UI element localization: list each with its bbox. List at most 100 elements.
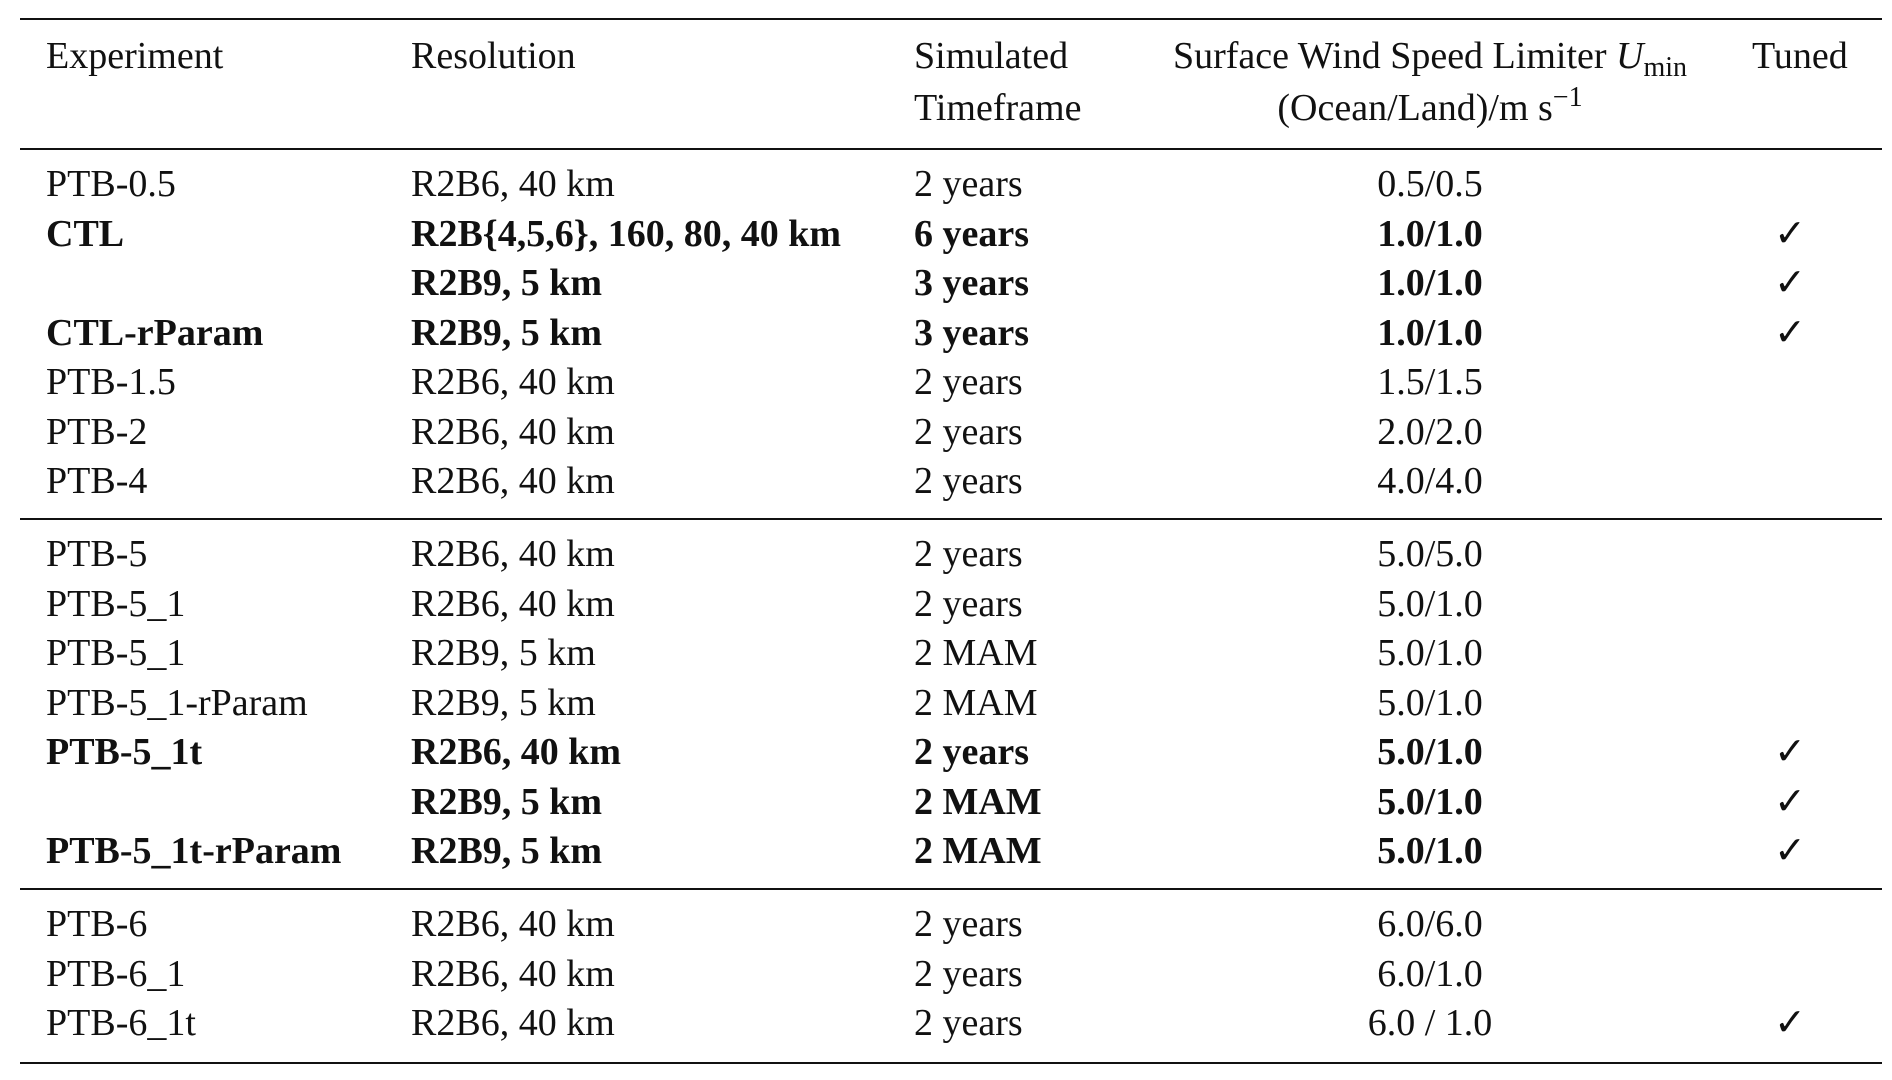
cell-timeframe: 2 MAM bbox=[914, 632, 1038, 674]
table-row: R2B9, 5 km 2 MAM 5.0/1.0 ✓ bbox=[20, 778, 1882, 827]
cell-resolution: R2B6, 40 km bbox=[411, 953, 615, 995]
cell-timeframe: 2 years bbox=[914, 460, 1023, 502]
cell-timeframe: 2 MAM bbox=[914, 830, 1042, 872]
table-row: PTB-5_1t R2B6, 40 km 2 years 5.0/1.0 ✓ bbox=[20, 728, 1882, 777]
table-row: PTB-5_1 R2B9, 5 km 2 MAM 5.0/1.0 bbox=[20, 629, 1882, 678]
cell-wind-limiter: 6.0 / 1.0 bbox=[1367, 1002, 1493, 1044]
cell-experiment: PTB-5_1 bbox=[46, 632, 186, 674]
cell-timeframe: 6 years bbox=[914, 213, 1030, 255]
group-separator-2 bbox=[20, 888, 1882, 890]
cell-wind-limiter: 6.0/1.0 bbox=[1377, 953, 1483, 995]
cell-resolution: R2B9, 5 km bbox=[411, 312, 603, 354]
header-limiter-superscript: −1 bbox=[1552, 82, 1583, 113]
cell-timeframe: 2 MAM bbox=[914, 781, 1042, 823]
checkmark-icon: ✓ bbox=[1774, 731, 1806, 773]
cell-resolution: R2B6, 40 km bbox=[411, 731, 622, 773]
cell-timeframe: 2 years bbox=[914, 361, 1023, 403]
header-timeframe: Simulated Timeframe bbox=[914, 30, 1081, 134]
cell-experiment: CTL-rParam bbox=[46, 312, 264, 354]
table-row: PTB-6 R2B6, 40 km 2 years 6.0/6.0 bbox=[20, 900, 1882, 949]
table-row: PTB-5_1 R2B6, 40 km 2 years 5.0/1.0 bbox=[20, 580, 1882, 629]
header-rule bbox=[20, 148, 1882, 150]
table-row: PTB-5_1-rParam R2B9, 5 km 2 MAM 5.0/1.0 bbox=[20, 679, 1882, 728]
cell-experiment: PTB-6 bbox=[46, 903, 148, 945]
cell-wind-limiter: 5.0/1.0 bbox=[1377, 781, 1483, 823]
table-row: PTB-5 R2B6, 40 km 2 years 5.0/5.0 bbox=[20, 530, 1882, 579]
cell-wind-limiter: 1.0/1.0 bbox=[1377, 262, 1483, 304]
table-row: PTB-6_1t R2B6, 40 km 2 years 6.0 / 1.0 ✓ bbox=[20, 999, 1882, 1048]
table-bottom-rule bbox=[20, 1062, 1882, 1064]
cell-wind-limiter: 5.0/1.0 bbox=[1377, 731, 1483, 773]
cell-wind-limiter: 6.0/6.0 bbox=[1377, 903, 1483, 945]
header-tuned: Tuned bbox=[1752, 35, 1848, 77]
cell-wind-limiter: 4.0/4.0 bbox=[1377, 460, 1483, 502]
header-limiter-subscript: min bbox=[1643, 52, 1688, 83]
table-row: CTL-rParam R2B9, 5 km 3 years 1.0/1.0 ✓ bbox=[20, 309, 1882, 358]
header-limiter-symbol: U bbox=[1616, 35, 1644, 77]
cell-wind-limiter: 5.0/1.0 bbox=[1377, 830, 1483, 872]
cell-resolution: R2B6, 40 km bbox=[411, 1002, 615, 1044]
cell-resolution: R2B9, 5 km bbox=[411, 262, 603, 304]
checkmark-icon: ✓ bbox=[1774, 1002, 1806, 1044]
cell-experiment: PTB-5_1t bbox=[46, 731, 203, 773]
cell-resolution: R2B9, 5 km bbox=[411, 682, 596, 724]
cell-wind-limiter: 2.0/2.0 bbox=[1377, 411, 1483, 453]
cell-experiment: PTB-6_1t bbox=[46, 1002, 196, 1044]
cell-experiment: PTB-5 bbox=[46, 533, 148, 575]
cell-experiment: PTB-6_1 bbox=[46, 953, 186, 995]
cell-timeframe: 2 years bbox=[914, 163, 1023, 205]
cell-resolution: R2B6, 40 km bbox=[411, 460, 615, 502]
cell-resolution: R2B6, 40 km bbox=[411, 361, 615, 403]
checkmark-icon: ✓ bbox=[1774, 262, 1806, 304]
group-separator-1 bbox=[20, 518, 1882, 520]
header-resolution: Resolution bbox=[411, 35, 576, 77]
header-limiter-text: Surface Wind Speed Limiter bbox=[1172, 35, 1617, 77]
cell-timeframe: 2 years bbox=[914, 903, 1023, 945]
cell-experiment: PTB-1.5 bbox=[46, 361, 176, 403]
table-row: PTB-5_1t-rParam R2B9, 5 km 2 MAM 5.0/1.0 ✓ bbox=[20, 827, 1882, 876]
cell-resolution: R2B6, 40 km bbox=[411, 903, 615, 945]
checkmark-icon: ✓ bbox=[1774, 312, 1806, 354]
table-top-rule bbox=[20, 18, 1882, 20]
cell-timeframe: 2 years bbox=[914, 411, 1023, 453]
cell-resolution: R2B9, 5 km bbox=[411, 781, 603, 823]
cell-wind-limiter: 5.0/1.0 bbox=[1377, 632, 1483, 674]
cell-resolution: R2B6, 40 km bbox=[411, 583, 615, 625]
cell-wind-limiter: 5.0/1.0 bbox=[1377, 682, 1483, 724]
header-experiment: Experiment bbox=[46, 35, 224, 77]
cell-experiment: PTB-5_1t-rParam bbox=[46, 830, 342, 872]
cell-timeframe: 2 years bbox=[914, 731, 1030, 773]
cell-timeframe: 3 years bbox=[914, 312, 1030, 354]
cell-resolution: R2B6, 40 km bbox=[411, 533, 615, 575]
cell-resolution: R2B9, 5 km bbox=[411, 830, 603, 872]
cell-resolution: R2B{4,5,6}, 160, 80, 40 km bbox=[411, 213, 842, 255]
cell-timeframe: 2 years bbox=[914, 1002, 1023, 1044]
cell-resolution: R2B6, 40 km bbox=[411, 411, 615, 453]
cell-experiment: CTL bbox=[46, 213, 125, 255]
table-row: PTB-0.5 R2B6, 40 km 2 years 0.5/0.5 bbox=[20, 160, 1882, 209]
cell-timeframe: 2 years bbox=[914, 583, 1023, 625]
cell-wind-limiter: 1.0/1.0 bbox=[1377, 312, 1483, 354]
cell-timeframe: 2 years bbox=[914, 533, 1023, 575]
cell-experiment: PTB-5_1-rParam bbox=[46, 682, 308, 724]
cell-timeframe: 2 years bbox=[914, 953, 1023, 995]
cell-wind-limiter: 1.5/1.5 bbox=[1377, 361, 1483, 403]
cell-wind-limiter: 0.5/0.5 bbox=[1377, 163, 1483, 205]
table-row: R2B9, 5 km 3 years 1.0/1.0 ✓ bbox=[20, 259, 1882, 308]
header-timeframe-line1: Simulated bbox=[914, 35, 1069, 77]
cell-wind-limiter: 5.0/1.0 bbox=[1377, 583, 1483, 625]
header-wind-limiter: Surface Wind Speed Limiter Umin (Ocean/L… bbox=[1140, 30, 1720, 134]
cell-experiment: PTB-4 bbox=[46, 460, 148, 502]
checkmark-icon: ✓ bbox=[1774, 830, 1806, 872]
cell-resolution: R2B6, 40 km bbox=[411, 163, 615, 205]
cell-wind-limiter: 1.0/1.0 bbox=[1377, 213, 1483, 255]
table-row: CTL R2B{4,5,6}, 160, 80, 40 km 6 years 1.0/… bbox=[20, 210, 1882, 259]
checkmark-icon: ✓ bbox=[1774, 213, 1806, 255]
header-limiter-units: (Ocean/Land)/m s bbox=[1277, 87, 1553, 129]
table-row: PTB-2 R2B6, 40 km 2 years 2.0/2.0 bbox=[20, 408, 1882, 457]
table-row: PTB-6_1 R2B6, 40 km 2 years 6.0/1.0 bbox=[20, 950, 1882, 999]
cell-experiment: PTB-0.5 bbox=[46, 163, 176, 205]
table-row: PTB-4 R2B6, 40 km 2 years 4.0/4.0 bbox=[20, 457, 1882, 506]
cell-wind-limiter: 5.0/5.0 bbox=[1377, 533, 1483, 575]
table-row: PTB-1.5 R2B6, 40 km 2 years 1.5/1.5 bbox=[20, 358, 1882, 407]
